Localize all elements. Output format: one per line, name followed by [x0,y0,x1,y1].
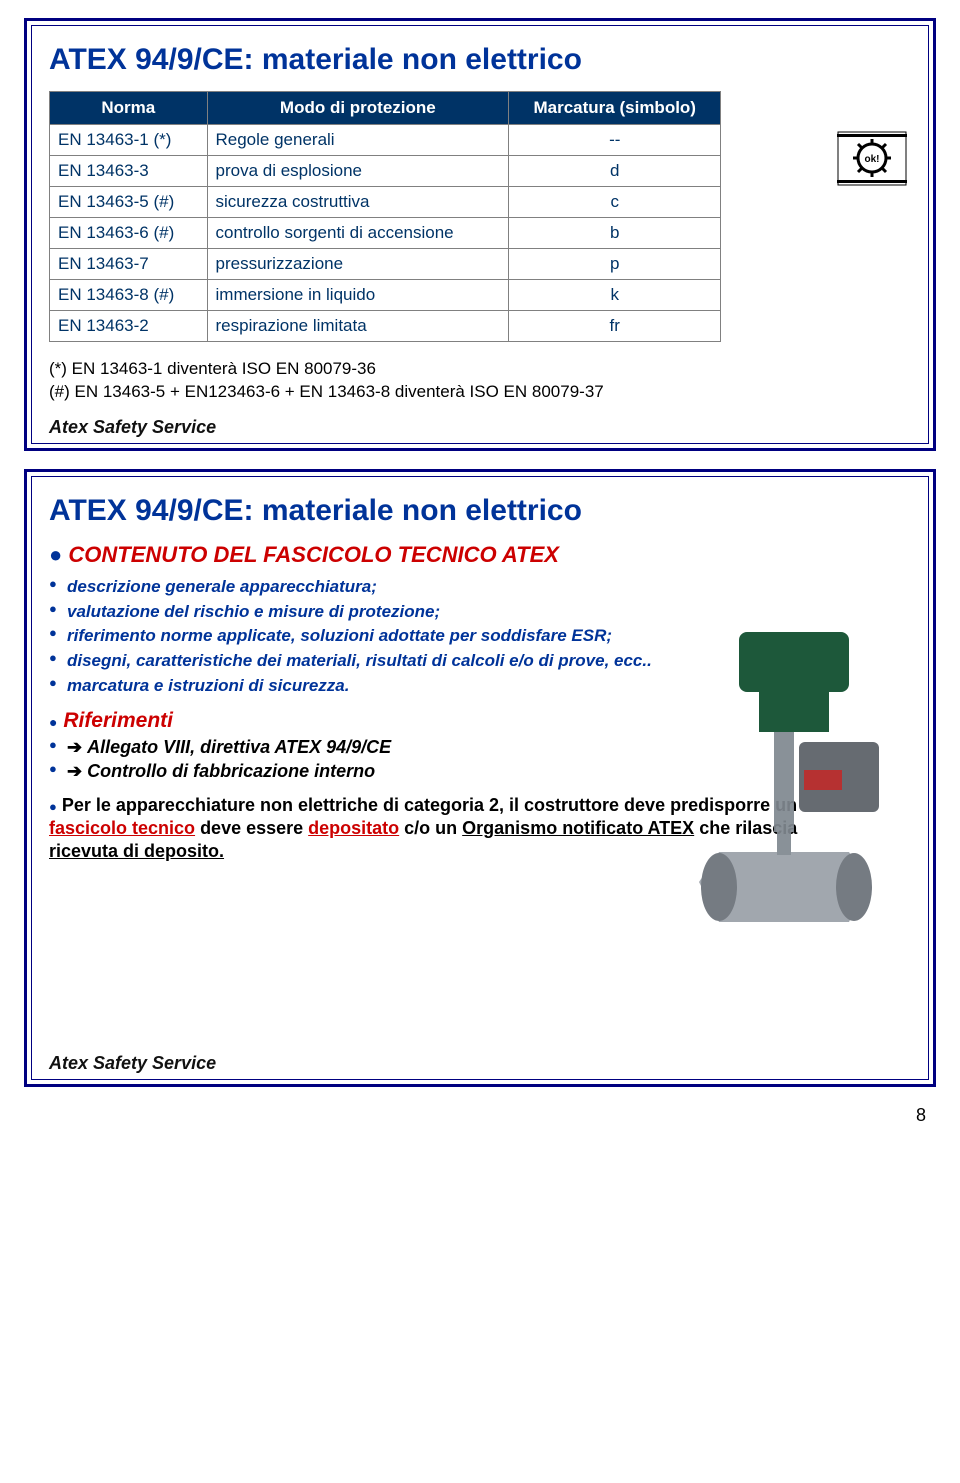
table-cell: b [509,218,721,249]
table-cell: d [509,156,721,187]
table-row: EN 13463-5 (#)sicurezza costruttivac [50,187,721,218]
table-cell: immersione in liquido [207,280,509,311]
table-cell: p [509,249,721,280]
list-item: descrizione generale apparecchiatura; [49,576,911,598]
table-row: EN 13463-8 (#)immersione in liquidok [50,280,721,311]
col-norma: Norma [50,92,208,125]
atex-logo: Atex Safety Service [49,1053,216,1074]
table-cell: respirazione limitata [207,311,509,342]
table-cell: controllo sorgenti di accensione [207,218,509,249]
table-row: EN 13463-7pressurizzazionep [50,249,721,280]
slide-1: ATEX 94/9/CE: materiale non elettrico No… [24,18,936,451]
table-cell: c [509,187,721,218]
gear-ok-text: ok! [865,154,880,165]
table-cell: EN 13463-5 (#) [50,187,208,218]
table-cell: EN 13463-7 [50,249,208,280]
table-row: EN 13463-6 (#)controllo sorgenti di acce… [50,218,721,249]
footnotes: (*) EN 13463-1 diventerà ISO EN 80079-36… [49,358,911,404]
table-row: EN 13463-2respirazione limitatafr [50,311,721,342]
table-cell: EN 13463-1 (*) [50,125,208,156]
footnote-1: (*) EN 13463-1 diventerà ISO EN 80079-36 [49,358,911,381]
table-cell: sicurezza costruttiva [207,187,509,218]
table-header-row: Norma Modo di protezione Marcatura (simb… [50,92,721,125]
valve-illustration [679,622,909,942]
footnote-2: (#) EN 13463-5 + EN123463-6 + EN 13463-8… [49,381,911,404]
col-marcatura: Marcatura (simbolo) [509,92,721,125]
slide2-subtitle: ● CONTENUTO DEL FASCICOLO TECNICO ATEX [49,542,911,568]
list-item: valutazione del rischio e misure di prot… [49,601,911,623]
gear-ok-icon: ok! [837,131,907,186]
table-cell: EN 13463-8 (#) [50,280,208,311]
table-cell: fr [509,311,721,342]
table-row: EN 13463-3prova di esplosioned [50,156,721,187]
atex-logo: Atex Safety Service [49,417,216,438]
table-cell: EN 13463-2 [50,311,208,342]
table-cell: pressurizzazione [207,249,509,280]
table-cell: k [509,280,721,311]
slide2-title: ATEX 94/9/CE: materiale non elettrico [49,494,911,528]
table-cell: prova di esplosione [207,156,509,187]
slide-2: ATEX 94/9/CE: materiale non elettrico ● … [24,469,936,1087]
col-modo: Modo di protezione [207,92,509,125]
protection-modes-table: Norma Modo di protezione Marcatura (simb… [49,91,721,342]
table-cell: EN 13463-6 (#) [50,218,208,249]
slide1-title: ATEX 94/9/CE: materiale non elettrico [49,43,911,77]
page-number: 8 [0,1105,960,1138]
table-cell: EN 13463-3 [50,156,208,187]
table-row: EN 13463-1 (*)Regole generali-- [50,125,721,156]
table-cell: -- [509,125,721,156]
table-cell: Regole generali [207,125,509,156]
